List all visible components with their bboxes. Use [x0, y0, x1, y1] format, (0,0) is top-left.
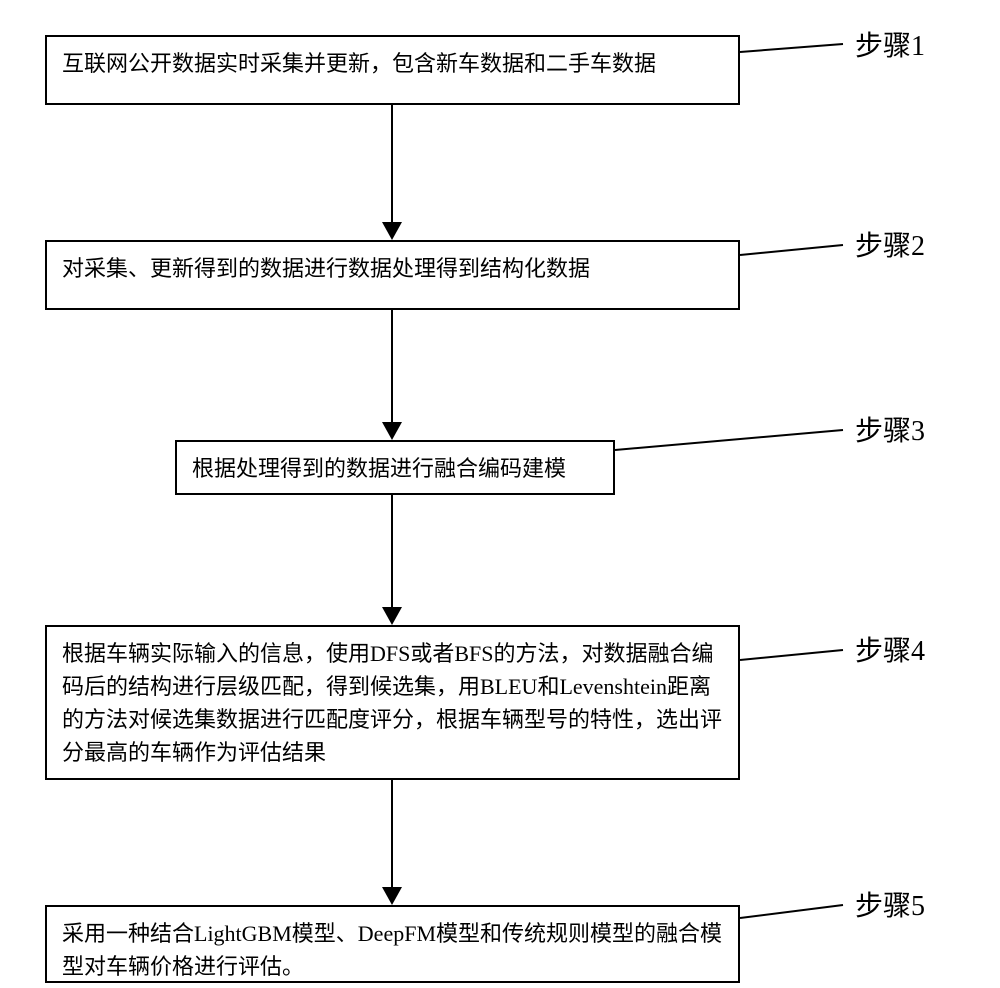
arrow-2-3-head — [382, 422, 402, 440]
step-label-3: 步骤3 — [855, 415, 925, 449]
label-connector-4 — [740, 638, 855, 663]
arrow-1-2-head — [382, 222, 402, 240]
step-box-1: 互联网公开数据实时采集并更新，包含新车数据和二手车数据 — [45, 35, 740, 105]
arrow-3-4-line — [391, 495, 393, 607]
step-label-4: 步骤4 — [855, 635, 925, 669]
step-label-2: 步骤2 — [855, 230, 925, 264]
arrow-4-5-line — [391, 780, 393, 887]
step-text-1: 互联网公开数据实时采集并更新，包含新车数据和二手车数据 — [62, 51, 656, 76]
step-label-5: 步骤5 — [855, 890, 925, 924]
flowchart-container: 互联网公开数据实时采集并更新，包含新车数据和二手车数据 步骤1 对采集、更新得到… — [0, 0, 1000, 988]
arrow-4-5-head — [382, 887, 402, 905]
step-text-2: 对采集、更新得到的数据进行数据处理得到结构化数据 — [62, 256, 590, 281]
label-connector-1 — [740, 35, 855, 60]
label-connector-2 — [740, 235, 855, 260]
step-label-1: 步骤1 — [855, 30, 925, 64]
step-box-4: 根据车辆实际输入的信息，使用DFS或者BFS的方法，对数据融合编码后的结构进行层… — [45, 625, 740, 780]
step-box-2: 对采集、更新得到的数据进行数据处理得到结构化数据 — [45, 240, 740, 310]
step-text-3: 根据处理得到的数据进行融合编码建模 — [192, 456, 566, 481]
arrow-2-3-line — [391, 310, 393, 422]
step-text-4: 根据车辆实际输入的信息，使用DFS或者BFS的方法，对数据融合编码后的结构进行层… — [62, 641, 722, 765]
label-connector-3 — [615, 415, 855, 455]
step-box-3: 根据处理得到的数据进行融合编码建模 — [175, 440, 615, 495]
arrow-3-4-head — [382, 607, 402, 625]
arrow-1-2-line — [391, 105, 393, 222]
step-box-5: 采用一种结合LightGBM模型、DeepFM模型和传统规则模型的融合模型对车辆… — [45, 905, 740, 983]
step-text-5: 采用一种结合LightGBM模型、DeepFM模型和传统规则模型的融合模型对车辆… — [62, 921, 722, 979]
label-connector-5 — [740, 893, 855, 921]
